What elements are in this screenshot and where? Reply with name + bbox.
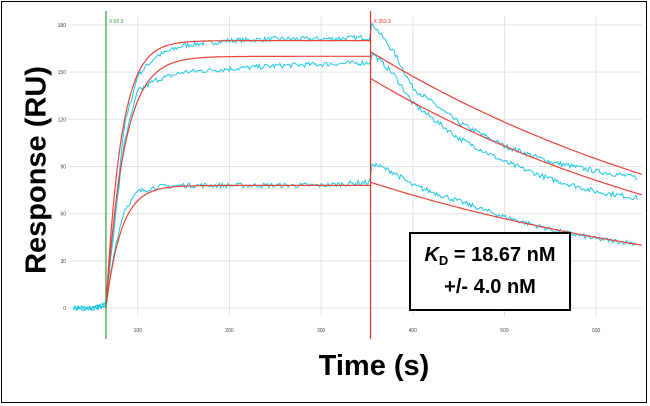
kd-number: = 18.67 nM	[448, 244, 556, 266]
x-axis-label-box: Time (s)	[302, 344, 446, 390]
y-tick-label: 90	[60, 165, 66, 171]
x-tick-label: 400	[409, 328, 418, 334]
y-tick-label: 0	[63, 306, 66, 312]
injection-end-label: X 353.9	[374, 19, 391, 25]
y-tick-label: 180	[58, 23, 67, 29]
injection-markers: X 65.3 X 353.9	[105, 11, 391, 339]
data-trace	[73, 52, 638, 311]
association-fit	[105, 55, 370, 309]
x-tick-label: 200	[225, 328, 234, 334]
x-tick-label: 500	[500, 328, 509, 334]
kd-symbol: K	[424, 244, 439, 266]
y-tick-label: 60	[60, 212, 66, 218]
x-tick-label: 600	[592, 328, 601, 334]
injection-start-label: X 65.3	[109, 19, 124, 25]
kd-error: +/- 4.0 nM	[444, 276, 536, 298]
y-tick-label: 120	[58, 117, 67, 123]
y-tick-label: 150	[58, 70, 67, 76]
y-tick-label: 30	[60, 259, 66, 265]
dissociation-fit	[370, 77, 643, 196]
fit-curves	[105, 40, 643, 309]
x-axis-label: Time (s)	[318, 350, 430, 382]
kd-annotation-box: KD = 18.67 nM +/- 4.0 nM	[409, 232, 571, 311]
kd-subscript: D	[438, 253, 449, 268]
x-tick-label: 300	[317, 328, 326, 334]
axis-ticks: 100 200 300 400 500 600 0 30 60 90 120 150 180	[58, 23, 601, 334]
x-tick-label: 100	[134, 328, 143, 334]
dissociation-fit	[370, 51, 643, 175]
kd-value: KD = 18.67 nM	[411, 244, 569, 268]
association-fit	[105, 184, 370, 309]
association-fit	[105, 40, 370, 309]
dissociation-fit	[370, 181, 642, 246]
y-axis-label: Response (RU)	[20, 66, 53, 274]
